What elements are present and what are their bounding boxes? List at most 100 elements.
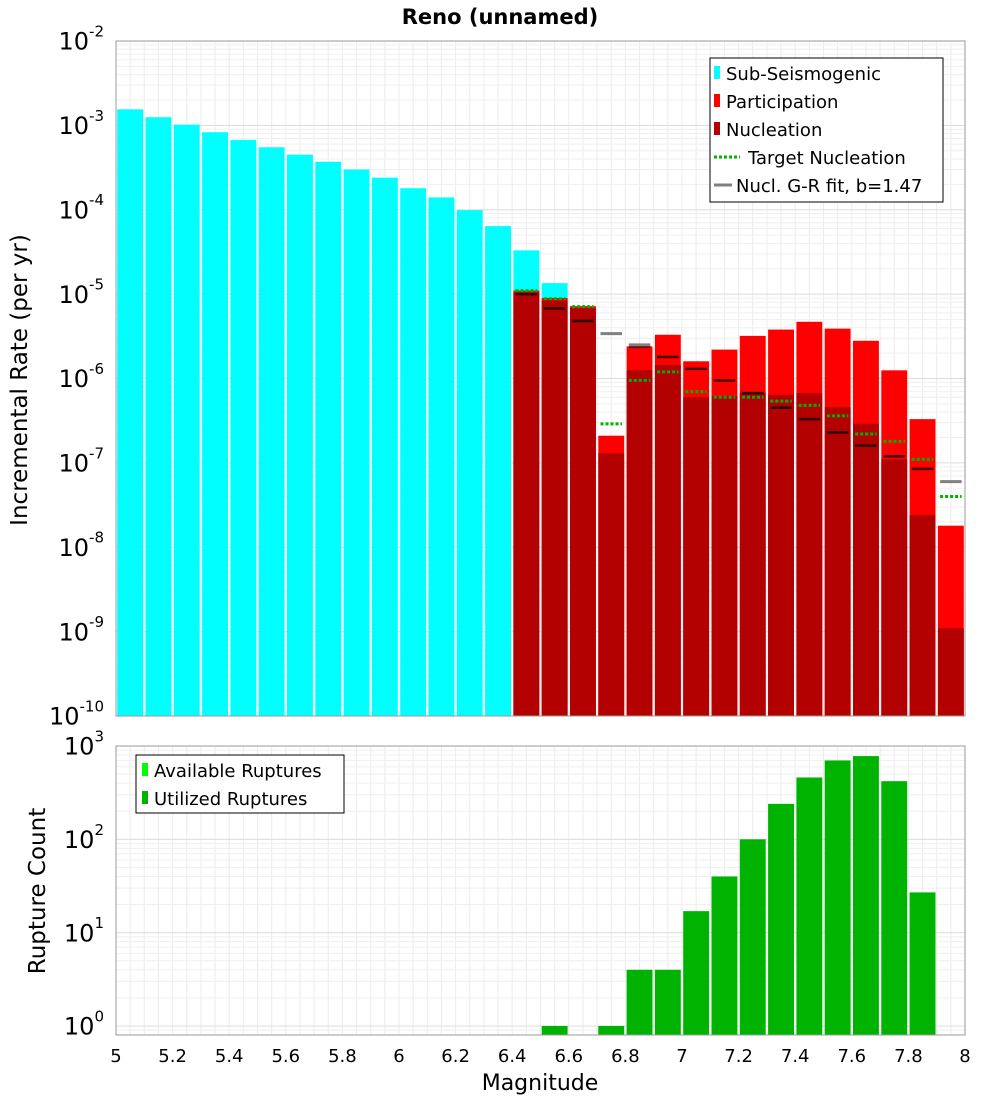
y-tick-label: 102 [64,821,104,854]
bar-utilized-ruptures [909,892,936,1035]
legend-swatch [142,791,148,804]
y-tick-label: 10-2 [58,22,104,55]
y-tick-label: 10-7 [58,444,104,477]
legend-label: Sub-Seismogenic [726,64,881,85]
x-tick-label: 5.6 [271,1046,300,1067]
bar-nucleation [824,406,851,716]
bar-sub-seismogenic [173,124,200,717]
bar-sub-seismogenic [371,177,398,716]
bottom-legend: Available Ruptures Utilized Ruptures [135,754,345,814]
bar-utilized-ruptures [541,1025,568,1035]
x-tick-label: 7.8 [894,1046,923,1067]
bar-nucleation [853,423,879,716]
bar-nucleation [739,392,766,716]
top-y-axis-label: Incremental Rate (per yr) [7,234,33,526]
bar-sub-seismogenic [230,140,257,717]
x-tick-label: 7.4 [781,1046,810,1067]
bar-sub-seismogenic [400,188,427,717]
bar-utilized-ruptures [683,911,710,1035]
bar-nucleation [654,364,681,716]
legend-swatch [714,94,720,107]
bar-sub-seismogenic [456,210,483,716]
legend-label: Target Nucleation [747,148,906,169]
bar-utilized-ruptures [853,756,879,1035]
bar-utilized-ruptures [711,876,738,1035]
x-tick-label: 6 [393,1046,404,1067]
legend-label: Utilized Ruptures [154,789,307,810]
bar-utilized-ruptures [768,803,794,1035]
x-tick-label: 5.2 [158,1046,187,1067]
legend-swatch [142,763,148,776]
top-legend-box [709,57,944,203]
y-tick-label: 10-9 [58,613,104,646]
bar-nucleation [796,393,823,716]
bar-sub-seismogenic [287,154,313,716]
y-tick-label: 10-4 [58,191,104,224]
top-bars [117,109,964,717]
bar-nucleation [598,453,625,716]
legend-swatch [714,122,720,135]
bar-nucleation [683,397,710,716]
bottom-y-ticks: 100 101 102 103 [64,727,104,1040]
top-y-ticks: 10-10 10-9 10-8 10-7 10-6 10-5 10-4 10-3 10-2 [49,22,104,730]
y-tick-label: 10-3 [58,107,104,140]
y-tick-label: 100 [64,1007,104,1040]
bar-utilized-ruptures [796,777,823,1035]
bar-sub-seismogenic [485,226,511,716]
top-chart-title: Reno (unnamed) [402,5,598,29]
bar-nucleation [768,394,794,716]
legend-label: Nucl. G-R fit, b=1.47 [736,176,922,197]
bar-sub-seismogenic [117,109,144,716]
bar-utilized-ruptures [881,781,908,1035]
bottom-bars [541,756,936,1035]
x-tick-label: 6.2 [441,1046,470,1067]
bar-utilized-ruptures [626,969,653,1035]
legend-swatch [714,66,720,79]
bar-sub-seismogenic [428,197,455,717]
bar-nucleation [881,459,908,716]
x-tick-label: 5.8 [328,1046,357,1067]
y-tick-label: 101 [64,914,104,947]
y-tick-label: 10-8 [58,529,104,562]
bar-sub-seismogenic [145,117,172,716]
x-tick-label: 6.8 [611,1046,640,1067]
y-tick-label: 10-5 [58,276,104,309]
top-marks [515,289,962,498]
bar-nucleation [513,292,540,716]
x-tick-label: 6.6 [554,1046,583,1067]
bar-utilized-ruptures [598,1025,625,1035]
legend-label: Participation [726,92,838,113]
x-tick-label: 7.6 [837,1046,866,1067]
bar-utilized-ruptures [739,839,766,1035]
bar-nucleation [711,396,738,716]
y-tick-label: 10-10 [49,697,104,730]
bar-sub-seismogenic [202,132,228,717]
top-plot-frame [115,40,966,717]
bottom-legend-box [135,754,345,814]
bar-utilized-ruptures [824,760,851,1035]
bar-sub-seismogenic [315,161,342,716]
x-axis-label: Magnitude [482,1071,599,1096]
y-tick-label: 103 [64,727,104,760]
bottom-plot-frame [115,745,966,1036]
x-tick-label: 8 [959,1046,970,1067]
bar-sub-seismogenic [258,147,285,717]
bar-sub-seismogenic [343,169,370,716]
x-tick-label: 7.2 [724,1046,753,1067]
x-tick-label: 5 [110,1046,121,1067]
bar-nucleation [626,370,653,716]
bar-nucleation [909,515,936,716]
x-ticks: 5 5.2 5.4 5.6 5.8 6 6.2 6.4 6.6 6.8 7 7.2 7.4 7.6 7.8 8 [110,1046,970,1067]
bar-utilized-ruptures [654,969,681,1035]
y-tick-label: 10-6 [58,360,104,393]
legend-label: Available Ruptures [154,761,322,782]
bottom-y-axis-label: Rupture Count [25,808,51,974]
bar-nucleation [570,308,596,716]
x-tick-label: 6.4 [498,1046,527,1067]
top-grid [115,40,966,717]
x-tick-label: 7 [676,1046,687,1067]
x-tick-label: 5.4 [215,1046,244,1067]
legend-label: Nucleation [726,120,822,141]
